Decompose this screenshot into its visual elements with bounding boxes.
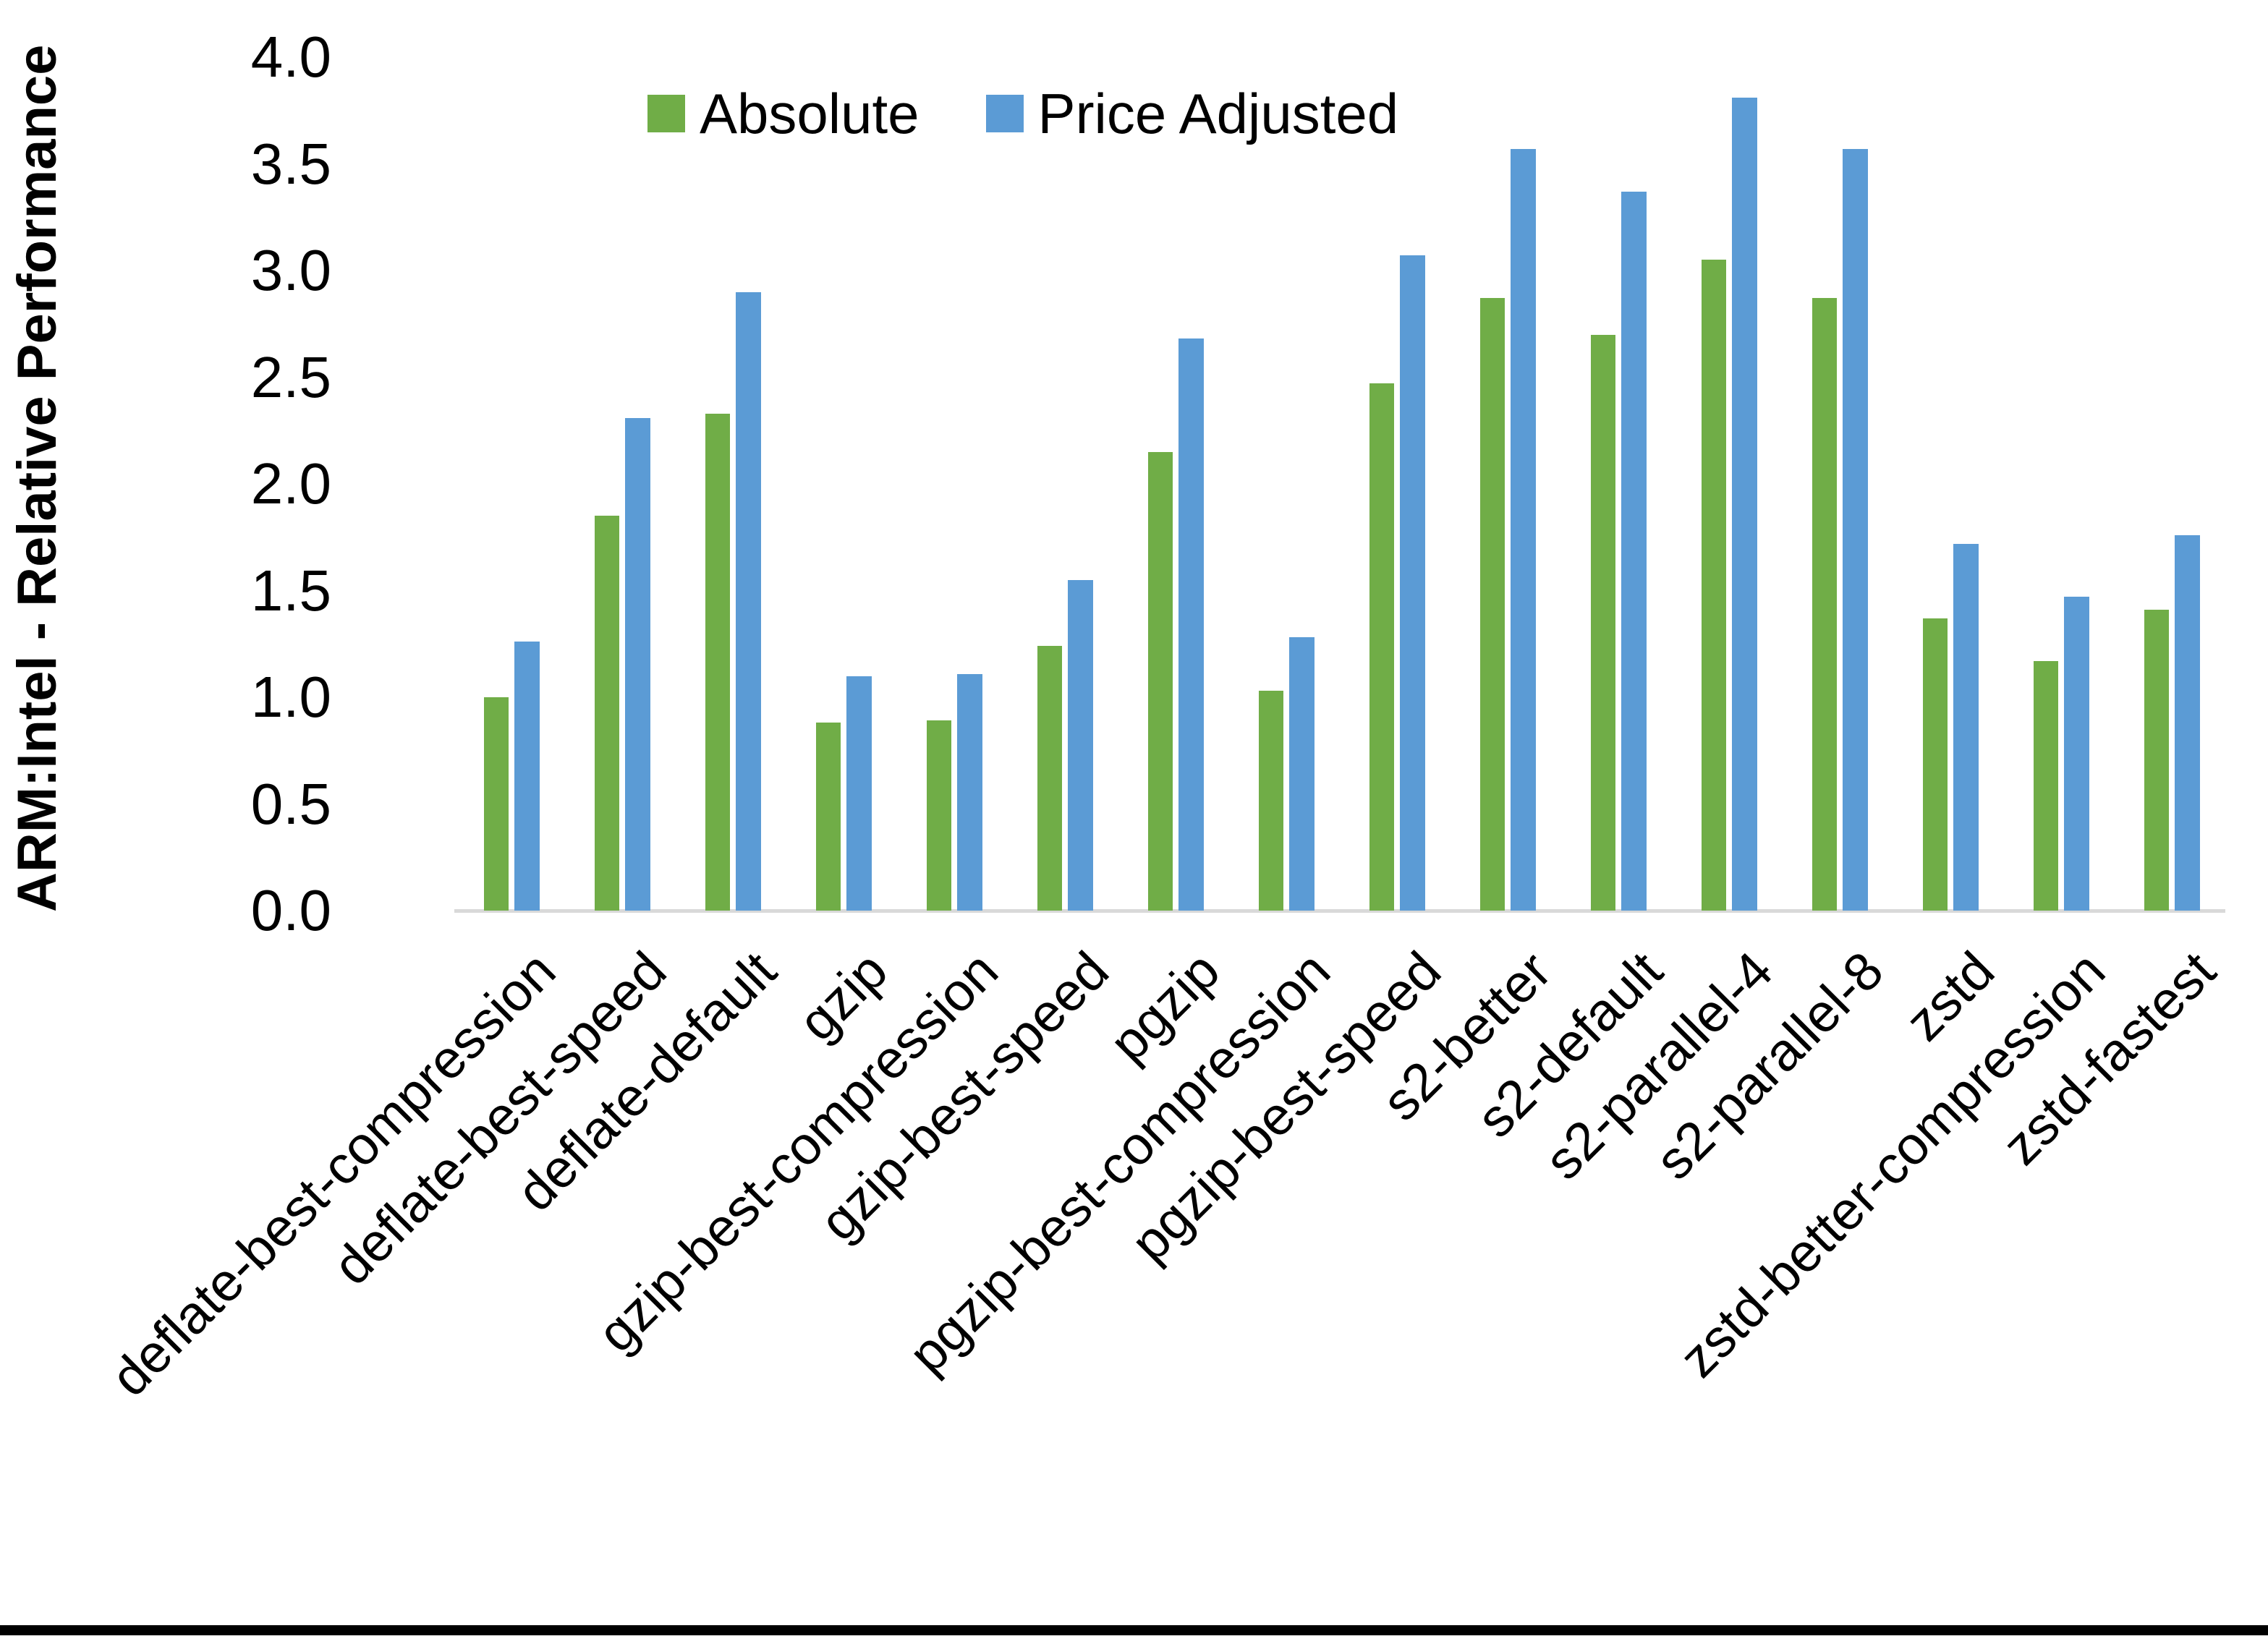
bar-absolute-gzip-best-speed bbox=[1037, 646, 1062, 911]
bar-absolute-deflate-best-speed bbox=[594, 516, 619, 911]
bar-price-adjusted-zstd-fastest bbox=[2174, 534, 2200, 911]
x-axis-line bbox=[454, 909, 2225, 913]
bar-price-adjusted-pgzip bbox=[1178, 338, 1204, 911]
bar-price-adjusted-zstd bbox=[1953, 543, 1979, 911]
bar-price-adjusted-deflate-best-compression bbox=[514, 642, 540, 911]
bar-absolute-gzip-best-compression bbox=[926, 720, 951, 911]
bar-price-adjusted-s2-parallel-4 bbox=[1731, 98, 1757, 911]
y-axis-tick-label: 3.0 bbox=[250, 238, 331, 302]
bar-price-adjusted-zstd-better-compression bbox=[2063, 597, 2089, 911]
bar-absolute-zstd bbox=[1922, 618, 1948, 911]
bar-absolute-pgzip bbox=[1147, 451, 1173, 911]
y-axis-tick-label: 2.0 bbox=[250, 451, 331, 516]
bar-absolute-s2-default bbox=[1590, 334, 1615, 911]
bar-absolute-gzip bbox=[815, 723, 841, 911]
bar-price-adjusted-deflate-default bbox=[735, 291, 761, 911]
y-axis-tick-label: 2.5 bbox=[250, 344, 331, 409]
bar-price-adjusted-deflate-best-speed bbox=[624, 417, 650, 911]
bar-price-adjusted-gzip-best-speed bbox=[1067, 579, 1093, 911]
bar-absolute-s2-better bbox=[1479, 298, 1505, 911]
bar-price-adjusted-gzip bbox=[846, 676, 872, 911]
y-axis-tick-label: 0.5 bbox=[250, 771, 331, 836]
chart-legend: Absolute Price Adjusted bbox=[647, 85, 1398, 142]
bar-price-adjusted-s2-default bbox=[1621, 191, 1647, 911]
y-axis-tick-label: 4.0 bbox=[250, 25, 331, 89]
bar-absolute-deflate-best-compression bbox=[483, 697, 509, 911]
legend-item-price-adjusted: Price Adjusted bbox=[985, 82, 1399, 145]
bar-absolute-zstd-better-compression bbox=[2033, 660, 2058, 911]
bar-absolute-s2-parallel-4 bbox=[1701, 260, 1726, 911]
y-axis-tick-label: 0.0 bbox=[250, 878, 331, 942]
y-axis-tick-label: 3.5 bbox=[250, 131, 331, 196]
legend-label-absolute: Absolute bbox=[700, 82, 919, 145]
y-axis-tick-label: 1.5 bbox=[250, 558, 331, 623]
price-adjusted-series-swatch bbox=[985, 95, 1024, 132]
bar-absolute-pgzip-best-compression bbox=[1258, 691, 1283, 911]
slide-bottom-border bbox=[0, 1625, 2268, 1635]
bar-price-adjusted-s2-parallel-8 bbox=[1842, 148, 1868, 911]
bar-price-adjusted-pgzip-best-compression bbox=[1288, 637, 1314, 911]
absolute-series-swatch bbox=[647, 95, 685, 132]
bar-price-adjusted-gzip-best-compression bbox=[956, 673, 982, 911]
y-axis-title: ARM:Intel - Relative Performance bbox=[7, 44, 68, 912]
bar-absolute-s2-parallel-8 bbox=[1812, 298, 1837, 911]
legend-item-absolute: Absolute bbox=[647, 85, 919, 142]
bar-absolute-deflate-default bbox=[705, 413, 730, 911]
bar-price-adjusted-s2-better bbox=[1510, 148, 1536, 911]
x-axis-category-label: deflate-best-compression bbox=[98, 940, 567, 1408]
bar-price-adjusted-pgzip-best-speed bbox=[1399, 255, 1425, 911]
bar-absolute-pgzip-best-speed bbox=[1369, 383, 1394, 911]
y-axis-tick-label: 1.0 bbox=[250, 665, 331, 729]
bar-absolute-zstd-fastest bbox=[2144, 610, 2169, 911]
legend-label-price-adjusted: Price Adjusted bbox=[1037, 82, 1399, 145]
